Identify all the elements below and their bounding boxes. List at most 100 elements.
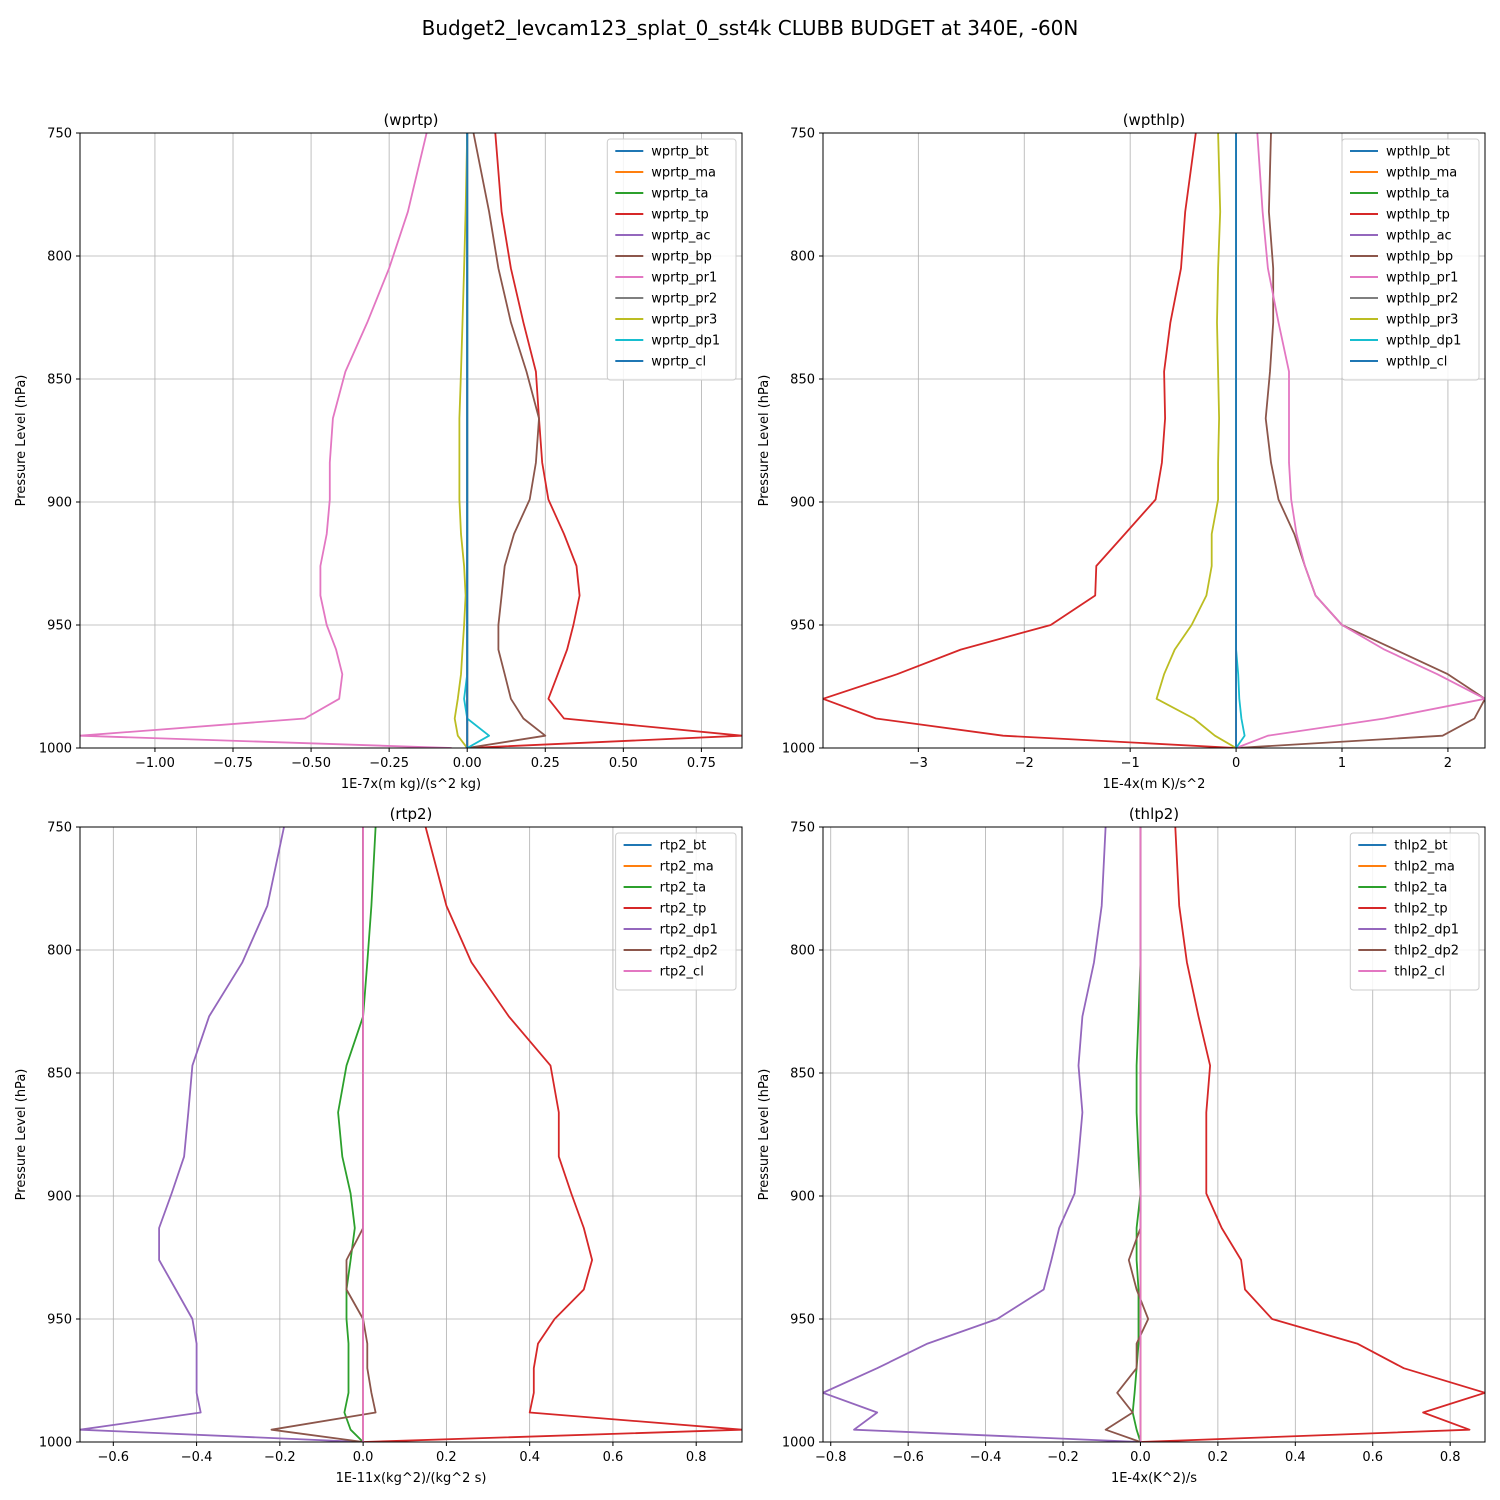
series-lines [80,827,742,1442]
x-tick-label: −0.2 [264,1450,296,1465]
y-tick-label: 900 [47,496,72,511]
series-line-rtp2_dp2 [270,827,377,1442]
x-tick-label: 0.6 [1362,1450,1383,1465]
legend-label-wprtp_ac: wprtp_ac [651,229,710,244]
x-axis-label: 1E-4x(m K)/s^2 [1103,777,1206,792]
series-line-rtp2_ta [337,827,377,1442]
panel-wpthlp: −3 −2 −1 0 1 2 750 800 850 900 950 1000 (wpthlp) 1E-4… [757,111,1486,792]
legend-label-wpthlp_dp1: wpthlp_dp1 [1386,334,1461,349]
y-tick-label: 750 [790,821,815,836]
x-axis-label: 1E-7x(m kg)/(s^2 kg) [341,777,481,792]
y-axis-label: Pressure Level (hPa) [14,1069,29,1201]
series-lines [80,133,742,748]
y-tick-label: 750 [47,127,72,142]
x-tick-label: −3 [909,756,928,771]
legend-label-wprtp_dp1: wprtp_dp1 [651,334,720,349]
x-tick-label: −0.8 [815,1450,847,1465]
y-tick-label: 900 [790,496,815,511]
series-line-thlp2_dp2 [1104,827,1150,1442]
y-tick-label: 850 [47,373,72,388]
y-tick-label: 800 [47,250,72,265]
series-lines [823,133,1485,748]
y-tick-label: 1000 [39,742,72,757]
x-tick-label: −0.2 [1047,1450,1079,1465]
legend-label-wpthlp_ta: wpthlp_ta [1386,187,1450,202]
legend-label-wprtp_pr3: wprtp_pr3 [651,313,717,328]
panel-title: (thlp2) [1129,805,1179,823]
legend-label-wpthlp_cl: wpthlp_cl [1386,355,1447,370]
y-tick-label: 850 [790,1067,815,1082]
panel-rtp2: −0.6 −0.4 −0.2 0.0 0.2 0.4 0.6 0.8 750 800 850 900 9… [14,805,743,1486]
legend-label-wpthlp_bp: wpthlp_bp [1386,250,1453,265]
x-tick-label: 0.2 [1208,1450,1229,1465]
x-tick-label: 0.2 [436,1450,457,1465]
x-tick-label: 0 [1232,756,1240,771]
legend-label-wprtp_ta: wprtp_ta [651,187,708,202]
legend: wpthlp_bt wpthlp_ma wpthlp_ta wpthlp_tpwpth… [1341,138,1480,381]
series-line-wpthlp_pr3 [1155,133,1237,748]
series-line-wpthlp_dp1 [1235,133,1246,748]
figure-title: Budget2_levcam123_splat_0_sst4k CLUBB BU… [421,16,1079,40]
series-line-wpthlp_pr1 [1235,133,1485,748]
legend-label-rtp2_bt: rtp2_bt [660,839,707,854]
legend-label-wpthlp_pr3: wpthlp_pr3 [1386,313,1458,328]
axes-frame [822,826,1486,1443]
y-tick-label: 750 [790,127,815,142]
legend-label-wpthlp_pr1: wpthlp_pr1 [1386,271,1458,286]
series-line-thlp2_tp [1140,827,1485,1442]
legend-label-thlp2_ta: thlp2_ta [1394,881,1447,896]
legend-label-rtp2_ta: rtp2_ta [660,881,707,896]
x-tick-label: −0.4 [181,1450,213,1465]
y-tick-label: 950 [47,1313,72,1328]
series-line-rtp2_tp [363,827,742,1442]
x-tick-label: 0.8 [686,1450,707,1465]
x-tick-label: −1 [1121,756,1140,771]
axes-frame [79,826,743,1443]
x-tick-label: −0.75 [213,756,253,771]
y-tick-label: 800 [790,250,815,265]
x-tick-label: 0.8 [1440,1450,1461,1465]
legend: thlp2_bt thlp2_ma thlp2_ta thlp2_tp thlp2_dp… [1349,832,1480,991]
legend-label-rtp2_dp1: rtp2_dp1 [660,923,718,938]
y-tick-label: 850 [47,1067,72,1082]
x-tick-label: −0.6 [98,1450,130,1465]
legend-label-wpthlp_bt: wpthlp_bt [1386,145,1450,160]
x-tick-label: −0.6 [892,1450,924,1465]
axes-frame [79,132,743,749]
legend-label-thlp2_tp: thlp2_tp [1394,902,1447,917]
x-axis-label: 1E-4x(K^2)/s [1111,1471,1197,1486]
y-tick-label: 950 [790,1313,815,1328]
legend-label-thlp2_dp2: thlp2_dp2 [1394,944,1459,959]
x-tick-label: 0.0 [1130,1450,1151,1465]
legend-label-wprtp_bt: wprtp_bt [651,145,708,160]
series-line-wpthlp_bp [1236,133,1485,748]
x-tick-label: 0.6 [603,1450,624,1465]
legend-label-wprtp_ma: wprtp_ma [651,166,716,181]
legend-label-thlp2_cl: thlp2_cl [1394,965,1445,980]
x-tick-label: 0.75 [687,756,716,771]
x-tick-label: 0.50 [609,756,638,771]
series-line-rtp2_dp1 [80,827,364,1442]
x-tick-label: 0.0 [353,1450,374,1465]
y-axis-label: Pressure Level (hPa) [757,1069,772,1201]
legend-label-wprtp_cl: wprtp_cl [651,355,706,370]
series-line-wprtp_pr3 [453,133,469,748]
legend: wprtp_bt wprtp_ma wprtp_ta wprtp_tp wprtp_ac… [606,138,737,381]
series-line-thlp2_ta [1131,827,1142,1442]
x-axis-label: 1E-11x(kg^2)/(kg^2 s) [336,1471,487,1486]
legend-label-rtp2_cl: rtp2_cl [660,965,704,980]
panel-wprtp: −1.00 −0.75 −0.50 −0.25 0.00 0.25 0.50 0.75 750 8… [14,111,743,792]
axes-frame [822,132,1486,749]
legend-label-thlp2_dp1: thlp2_dp1 [1394,923,1459,938]
legend-label-wpthlp_ac: wpthlp_ac [1386,229,1452,244]
y-axis-label: Pressure Level (hPa) [14,375,29,507]
x-tick-label: −0.25 [369,756,409,771]
x-tick-label: −2 [1015,756,1034,771]
series-lines [823,827,1485,1442]
y-tick-label: 900 [790,1190,815,1205]
series-line-wpthlp_tp [823,133,1237,748]
y-tick-label: 1000 [782,742,815,757]
legend-label-wprtp_bp: wprtp_bp [651,250,712,265]
x-tick-label: −1.00 [135,756,175,771]
